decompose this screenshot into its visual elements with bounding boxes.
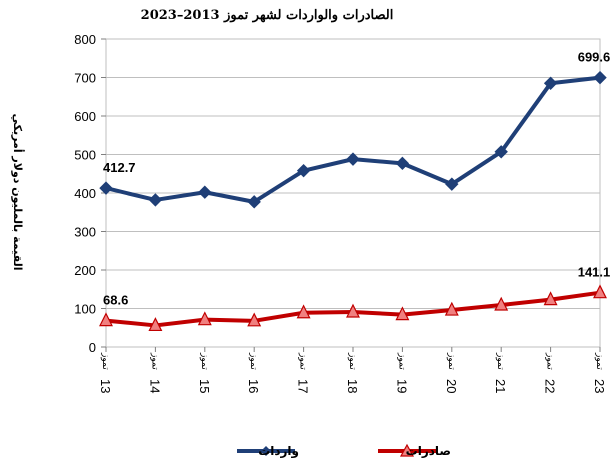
x-tick-label: تموز 21 <box>493 352 508 393</box>
data-point <box>593 70 607 85</box>
data-point <box>444 301 459 316</box>
chart-title: الصادرات والواردات لشهر تموز 2013–2023 <box>141 8 394 23</box>
data-label: 412.7 <box>103 160 136 175</box>
data-point <box>296 304 311 319</box>
y-tick-label: 400 <box>74 186 96 201</box>
y-tick-label: 700 <box>74 71 96 86</box>
x-tick-year: 15 <box>197 379 212 393</box>
x-tick-month: تموز <box>248 352 258 370</box>
data-point <box>395 306 410 321</box>
data-point <box>543 291 558 306</box>
data-point <box>99 312 113 327</box>
x-tick-year: 17 <box>296 379 311 393</box>
y-tick-label: 100 <box>74 302 96 317</box>
x-tick-month: تموز <box>495 352 505 370</box>
x-axis-ticks: تموز13تموز14تموز15تموز16تموز17تموز18تموز… <box>98 347 607 393</box>
data-point <box>395 156 410 171</box>
x-tick-month: تموز <box>199 352 209 370</box>
data-point <box>445 177 459 191</box>
data-label: 699.6 <box>578 50 611 65</box>
data-point <box>346 303 360 318</box>
x-tick-label: تموز 14 <box>147 352 162 393</box>
y-tick-label: 800 <box>74 32 96 47</box>
x-tick-month: تموز <box>100 352 110 370</box>
y-tick-label: 500 <box>74 148 96 163</box>
data-point <box>197 311 212 326</box>
data-label: 68.6 <box>103 293 128 308</box>
x-tick-year: 22 <box>543 379 558 393</box>
x-tick-year: 16 <box>246 379 261 393</box>
x-tick-label: تموز 23 <box>592 352 607 393</box>
data-point <box>494 145 508 159</box>
x-tick-year: 21 <box>493 379 508 393</box>
x-tick-label: تموز 17 <box>296 352 311 393</box>
x-tick-label: تموز 13 <box>98 352 113 393</box>
x-tick-label: تموز 15 <box>197 352 212 393</box>
x-tick-year: 23 <box>592 379 607 393</box>
x-tick-label: تموز 18 <box>345 352 360 393</box>
data-labels: 412.7 699.6 68.6 141.1 <box>103 50 610 308</box>
data-point <box>198 185 212 199</box>
y-axis-ticks: 0 100 200 300 400 500 600 700 800 <box>74 32 106 355</box>
y-tick-label: 600 <box>74 109 96 124</box>
legend-label: واردات <box>258 444 299 459</box>
data-point <box>247 312 262 327</box>
x-tick-month: تموز <box>396 352 406 370</box>
data-point <box>148 317 163 332</box>
data-label: 141.1 <box>578 265 611 280</box>
x-tick-label: تموز 19 <box>394 352 409 393</box>
x-tick-year: 19 <box>394 379 409 393</box>
x-tick-month: تموز <box>446 352 456 370</box>
data-point <box>543 76 558 90</box>
data-point <box>593 284 607 299</box>
data-point <box>247 195 261 209</box>
x-tick-month: تموز <box>149 352 159 370</box>
x-tick-year: 18 <box>345 379 360 393</box>
legend: واردات صادرات <box>237 443 451 459</box>
data-point <box>494 296 509 311</box>
x-tick-label: تموز 20 <box>444 352 459 393</box>
data-point <box>148 193 163 207</box>
x-tick-year: 20 <box>444 379 459 393</box>
x-tick-month: تموز <box>545 352 555 370</box>
y-tick-label: 300 <box>74 225 96 240</box>
x-tick-label: تموز 16 <box>246 352 261 393</box>
y-axis-label: القيمة بالمليون دولار أمريكي <box>11 114 25 271</box>
series-group <box>99 70 607 332</box>
legend-marker <box>261 446 271 456</box>
legend-marker <box>399 443 415 457</box>
data-point <box>99 181 113 195</box>
x-tick-label: تموز 22 <box>543 352 558 393</box>
y-tick-label: 0 <box>89 340 96 355</box>
legend-label: صادرات <box>406 444 451 458</box>
x-tick-year: 14 <box>147 379 162 393</box>
x-tick-year: 13 <box>98 379 113 393</box>
x-tick-month: تموز <box>347 352 357 370</box>
data-point <box>296 163 311 178</box>
y-tick-label: 200 <box>74 263 96 278</box>
data-point <box>346 152 360 166</box>
x-tick-month: تموز <box>594 352 604 370</box>
x-tick-month: تموز <box>298 352 308 370</box>
